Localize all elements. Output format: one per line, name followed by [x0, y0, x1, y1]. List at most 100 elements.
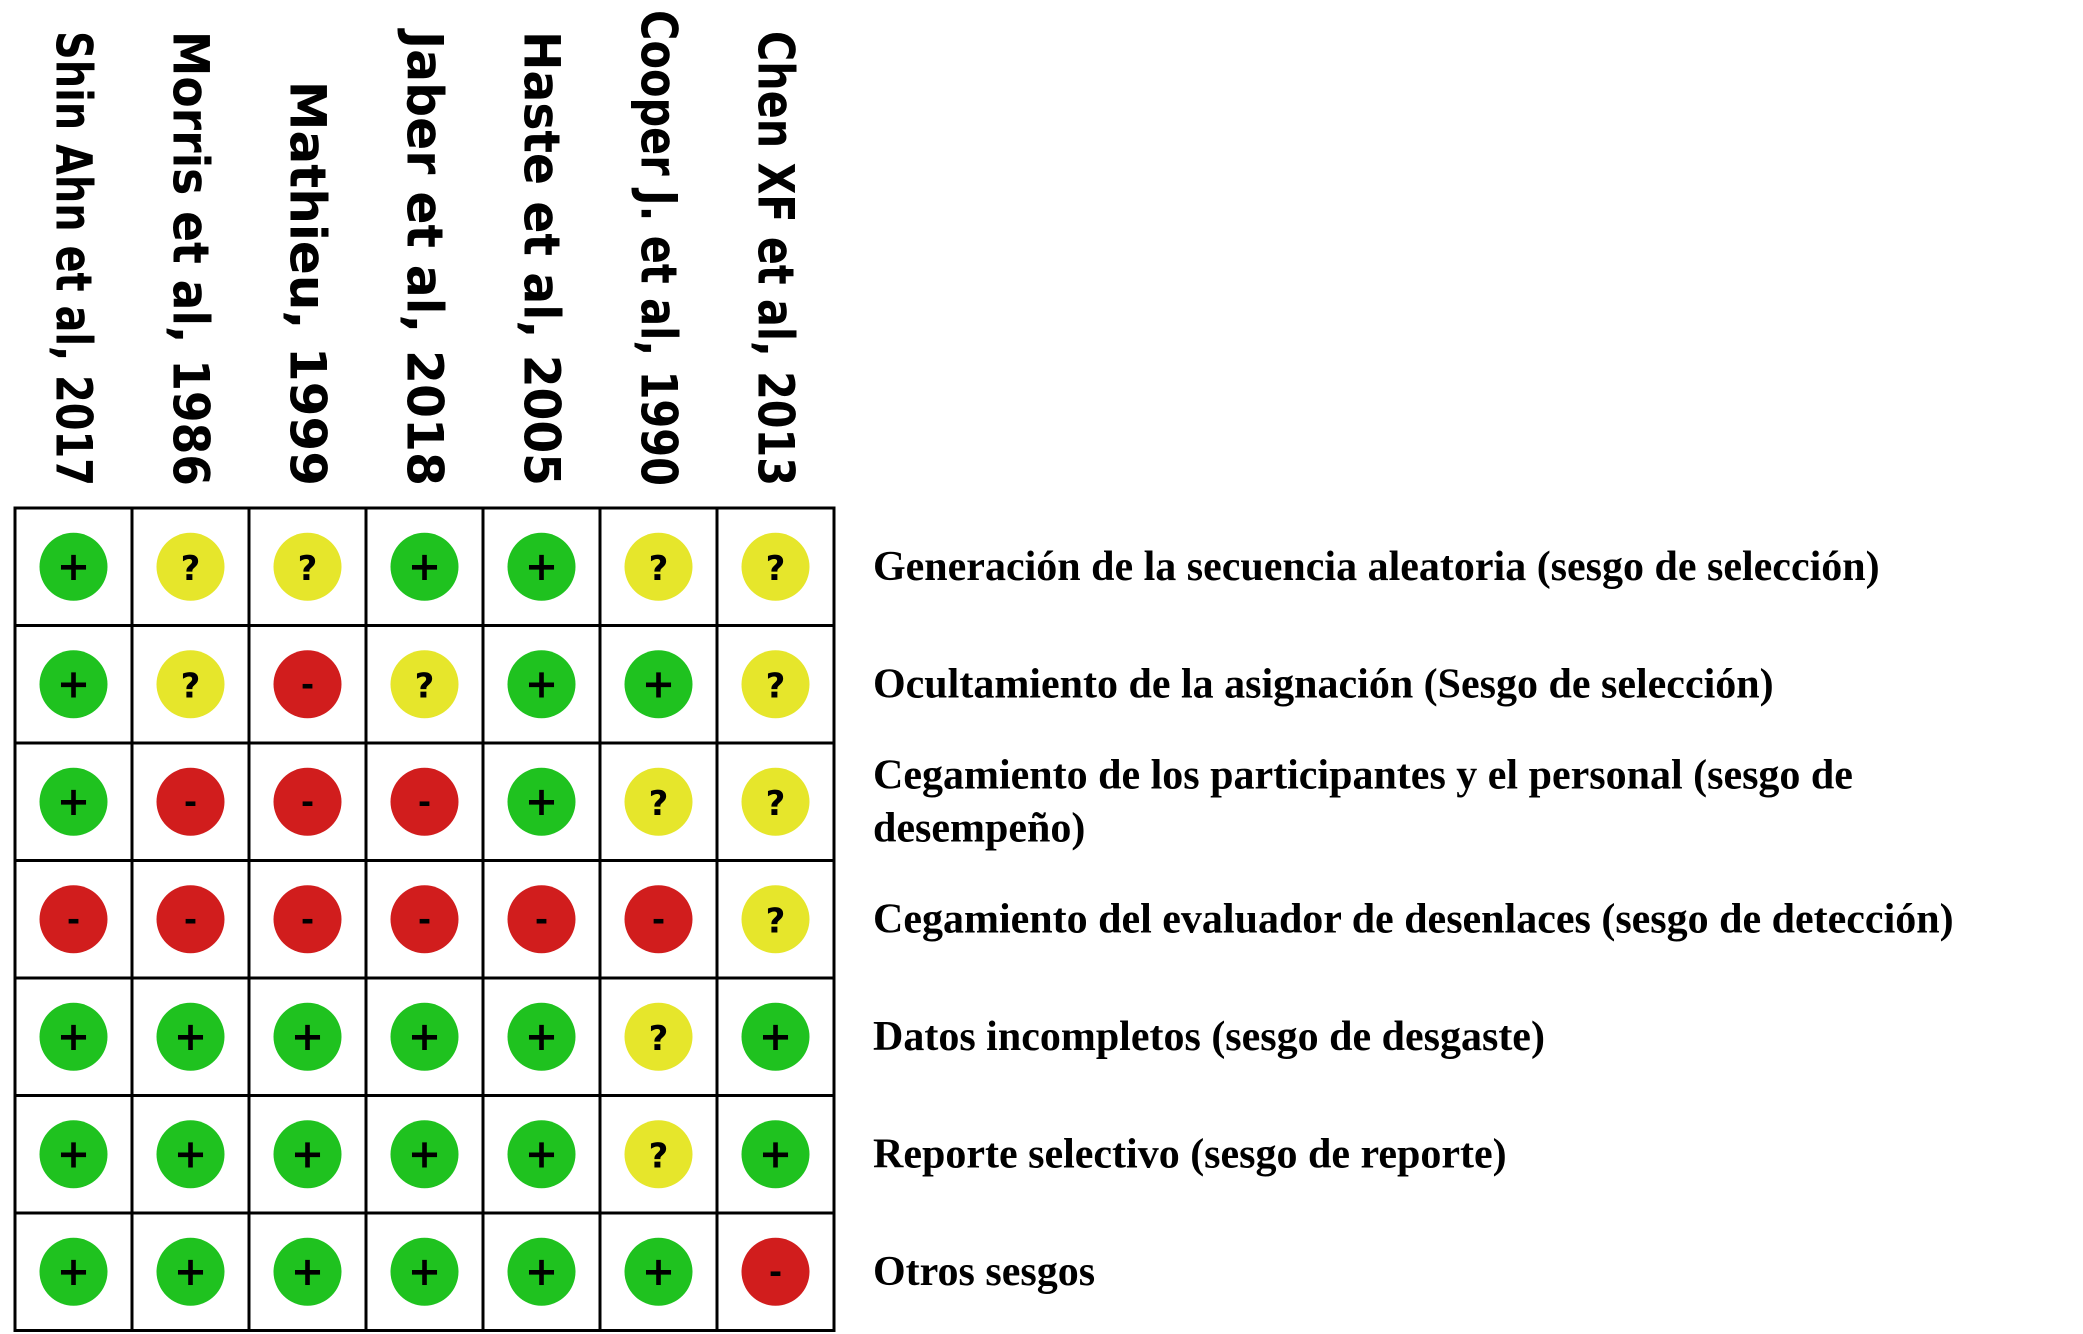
judgment-symbol: -: [535, 900, 548, 938]
study-label: Chen XF et al, 2013: [747, 31, 805, 486]
judgment-symbol: +: [525, 779, 559, 825]
high-risk-mark: [390, 885, 459, 954]
judgment-symbol: ?: [649, 1136, 669, 1176]
low-risk-mark: [624, 650, 693, 719]
judgment-symbol: +: [174, 1249, 208, 1295]
judgment-symbol: +: [525, 1014, 559, 1060]
judgment-symbol: +: [525, 1131, 559, 1177]
domain-label: Datos incompletos (sesgo de desgaste): [873, 1014, 1545, 1060]
table-cell: [364, 859, 485, 980]
low-risk-mark: [390, 1002, 459, 1071]
judgment-symbol: -: [418, 783, 431, 821]
unclear-risk-mark: [156, 650, 225, 719]
low-risk-mark: [273, 1120, 342, 1189]
judgment-symbol: -: [67, 900, 80, 938]
judgment-symbol: +: [57, 544, 91, 590]
judgment-grid: +?? + +? ? +? -? + + ? + - - - +? ? - - - - - - ? + + + + +? + + + + + +…: [13, 506, 836, 1332]
high-risk-mark: [273, 650, 342, 719]
judgment-symbol: ?: [298, 549, 318, 589]
high-risk-mark: [156, 767, 225, 836]
judgment-symbol: +: [525, 1249, 559, 1295]
unclear-risk-mark: [624, 1120, 693, 1189]
low-risk-mark: [273, 1237, 342, 1306]
judgment-symbol: +: [57, 661, 91, 707]
low-risk-mark: [156, 1120, 225, 1189]
low-risk-mark: [39, 1120, 108, 1189]
low-risk-mark: [507, 767, 576, 836]
low-risk-mark: [39, 767, 108, 836]
judgment-symbol: -: [418, 900, 431, 938]
judgment-symbol: ?: [415, 666, 435, 706]
judgment-symbol: ?: [649, 549, 669, 589]
study-label: Morris et al, 1986: [162, 31, 220, 486]
judgment-symbol: ?: [649, 1019, 669, 1059]
judgment-symbol: +: [174, 1131, 208, 1177]
judgment-symbol: ?: [766, 549, 786, 589]
low-risk-mark: [390, 1237, 459, 1306]
low-risk-mark: [156, 1237, 225, 1306]
unclear-risk-mark: [624, 1002, 693, 1071]
domain-labels: Generación de la secuencia aleatoria (se…: [873, 544, 1954, 1295]
low-risk-mark: [507, 1002, 576, 1071]
judgment-symbol: ?: [181, 666, 201, 706]
domain-label: desempeño): [873, 805, 1085, 851]
judgment-symbol: ?: [766, 666, 786, 706]
low-risk-mark: [39, 650, 108, 719]
judgment-symbol: -: [184, 900, 197, 938]
judgment-symbol: +: [408, 544, 442, 590]
judgment-symbol: -: [301, 900, 314, 938]
domain-label: Cegamiento del evaluador de desenlaces (…: [873, 896, 1954, 942]
low-risk-mark: [507, 1120, 576, 1189]
high-risk-mark: [507, 885, 576, 954]
unclear-risk-mark: [624, 532, 693, 601]
judgment-symbol: +: [57, 1014, 91, 1060]
low-risk-mark: [39, 1237, 108, 1306]
unclear-risk-mark: [741, 885, 810, 954]
unclear-risk-mark: [741, 532, 810, 601]
unclear-risk-mark: [390, 650, 459, 719]
unclear-risk-mark: [156, 532, 225, 601]
judgment-symbol: ?: [766, 901, 786, 941]
high-risk-mark: [156, 885, 225, 954]
judgment-symbol: +: [759, 1131, 793, 1177]
high-risk-mark: [741, 1237, 810, 1306]
unclear-risk-mark: [273, 532, 342, 601]
low-risk-mark: [390, 1120, 459, 1189]
judgment-symbol: +: [291, 1249, 325, 1295]
judgment-symbol: ?: [181, 549, 201, 589]
unclear-risk-mark: [741, 650, 810, 719]
judgment-symbol: +: [174, 1014, 208, 1060]
high-risk-mark: [273, 885, 342, 954]
study-label: Haste et al, 2005: [513, 31, 571, 486]
unclear-risk-mark: [741, 767, 810, 836]
domain-label: Cegamiento de los participantes y el per…: [873, 752, 1853, 798]
low-risk-mark: [273, 1002, 342, 1071]
low-risk-mark: [741, 1002, 810, 1071]
study-labels: Shin Ahn et al, 2017 Morris et al, 1986 Ma…: [45, 10, 805, 486]
study-label: Cooper J. et al, 1990: [630, 10, 688, 486]
high-risk-mark: [39, 885, 108, 954]
low-risk-mark: [39, 532, 108, 601]
judgment-symbol: +: [57, 1131, 91, 1177]
low-risk-mark: [507, 532, 576, 601]
judgment-symbol: +: [408, 1131, 442, 1177]
low-risk-mark: [39, 1002, 108, 1071]
study-label: Mathieu, 1999: [279, 81, 337, 486]
judgment-symbol: +: [291, 1131, 325, 1177]
low-risk-mark: [624, 1237, 693, 1306]
judgment-symbol: ?: [649, 784, 669, 824]
judgment-symbol: +: [57, 779, 91, 825]
study-label: Jaber et al, 2018: [396, 28, 454, 486]
study-label: Shin Ahn et al, 2017: [45, 31, 103, 486]
judgment-symbol: +: [759, 1014, 793, 1060]
high-risk-mark: [624, 885, 693, 954]
domain-label: Otros sesgos: [873, 1249, 1095, 1295]
judgment-symbol: +: [642, 1249, 676, 1295]
judgment-symbol: +: [57, 1249, 91, 1295]
unclear-risk-mark: [624, 767, 693, 836]
judgment-symbol: +: [642, 661, 676, 707]
high-risk-mark: [390, 767, 459, 836]
judgment-symbol: +: [525, 661, 559, 707]
low-risk-mark: [507, 1237, 576, 1306]
